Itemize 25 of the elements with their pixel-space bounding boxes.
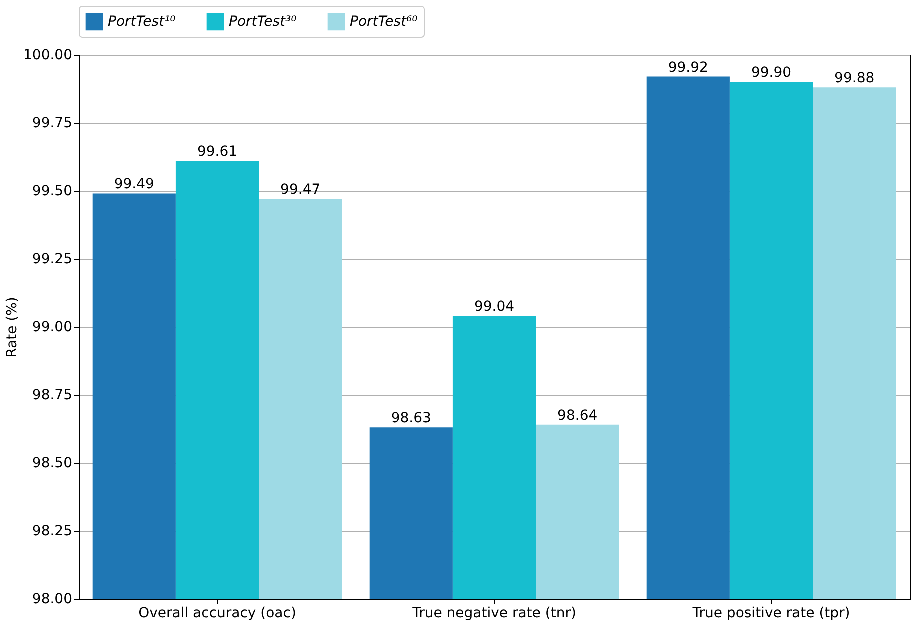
- text: 99.75: [32, 116, 72, 132]
- data-label: 99.92: [668, 60, 708, 76]
- legend-label: PortTest³⁰: [229, 14, 298, 30]
- text: 98.25: [32, 524, 72, 540]
- text: 98.00: [32, 592, 72, 608]
- text: 99.25: [32, 252, 72, 268]
- data-label: 99.04: [474, 299, 515, 316]
- text: 100.00: [24, 48, 72, 64]
- text: 98.50: [32, 456, 72, 472]
- legend-label: PortTest⁶⁰: [350, 14, 418, 30]
- x-tick-label: True negative rate (tnr): [412, 606, 576, 622]
- data-label: 99.88: [834, 70, 875, 87]
- data-label: 98.63: [391, 410, 432, 427]
- x-tick-label: True positive rate (tpr): [692, 606, 850, 622]
- text: 99.50: [32, 184, 72, 200]
- x-tick-label: Overall accuracy (oac): [138, 606, 296, 622]
- data-label: 98.64: [558, 408, 598, 424]
- text: 98.75: [32, 388, 72, 404]
- legend-label: PortTest¹⁰: [108, 14, 176, 30]
- data-label: 99.61: [197, 144, 238, 160]
- data-label: 99.49: [114, 176, 154, 193]
- text: 99.00: [32, 320, 72, 336]
- y-axis-title: Rate (%): [4, 297, 21, 358]
- data-label: 99.90: [751, 65, 792, 82]
- data-label: 99.47: [280, 182, 321, 198]
